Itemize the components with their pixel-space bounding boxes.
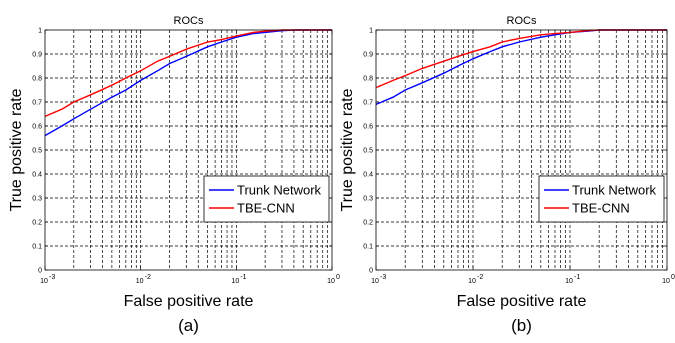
y-tick-label: 0.8: [363, 76, 373, 83]
x-axis-label: False positive rate: [124, 293, 254, 310]
y-tick-label: 1: [369, 28, 373, 35]
x-tick-label-exponent: 0: [336, 274, 340, 281]
y-tick-label: 0: [369, 268, 373, 275]
x-tick-label: 10: [40, 278, 48, 285]
y-tick-label: 0.6: [363, 124, 373, 131]
x-tick-label-exponent: -3: [49, 274, 55, 281]
x-tick-label: 10: [327, 278, 335, 285]
y-tick-label: 1: [38, 28, 42, 35]
panel-caption: (a): [178, 316, 199, 335]
y-tick-label: 0.2: [363, 220, 373, 227]
y-tick-label: 0.3: [32, 196, 42, 203]
y-tick-label: 0.8: [32, 76, 42, 83]
y-tick-label: 0.4: [363, 172, 373, 179]
x-tick-label-exponent: -1: [574, 274, 580, 281]
chart-title: ROCs: [507, 15, 537, 27]
y-tick-label: 0.7: [363, 100, 373, 107]
panel-caption: (b): [511, 316, 532, 335]
series-line-trunk-network: [44, 29, 332, 137]
chart-title: ROCs: [174, 15, 204, 27]
y-tick-label: 0.5: [363, 148, 373, 155]
y-tick-label: 0.3: [363, 196, 373, 203]
y-tick-label: 0.6: [32, 124, 42, 131]
y-tick-label: 0.2: [32, 220, 42, 227]
legend-entry: TBE-CNN: [572, 201, 630, 216]
y-tick-label: 0.9: [363, 52, 373, 59]
x-tick-label-exponent: -1: [240, 274, 246, 281]
legend-entry: Trunk Network: [237, 183, 322, 198]
legend-entry: Trunk Network: [572, 183, 657, 198]
x-tick-label: 10: [371, 278, 379, 285]
x-axis-label: False positive rate: [457, 293, 587, 310]
y-tick-label: 0.1: [32, 244, 42, 251]
x-tick-label-exponent: 0: [671, 274, 675, 281]
y-tick-label: 0.9: [32, 52, 42, 59]
legend: Trunk Network TBE-CNN: [538, 175, 665, 223]
x-tick-label-exponent: -2: [145, 274, 151, 281]
legend-box: [538, 175, 665, 223]
chart-panel-1: 00.10.20.30.40.50.60.70.80.9110-310-210-…: [8, 15, 340, 335]
grid: [376, 30, 667, 270]
x-tick-label-exponent: -2: [477, 274, 483, 281]
x-tick-label-exponent: -3: [380, 274, 386, 281]
legend: Trunk Network TBE-CNN: [203, 175, 330, 223]
y-tick-label: 0.1: [363, 244, 373, 251]
legend-entry: TBE-CNN: [237, 201, 295, 216]
x-tick-label: 10: [565, 278, 573, 285]
y-tick-label: 0.4: [32, 172, 42, 179]
y-tick-label: 0.7: [32, 100, 42, 107]
chart-panel-2: 00.10.20.30.40.50.60.70.80.9110-310-210-…: [339, 15, 675, 335]
y-axis-label: True positive rate: [339, 88, 356, 211]
y-axis-label: True positive rate: [8, 88, 25, 211]
legend-box: [203, 175, 330, 223]
x-tick-label: 10: [468, 278, 476, 285]
y-tick-label: 0.5: [32, 148, 42, 155]
x-tick-label: 10: [136, 278, 144, 285]
x-tick-label: 10: [662, 278, 670, 285]
plot-area: [45, 30, 332, 270]
grid: [45, 30, 332, 270]
x-tick-label: 10: [231, 278, 239, 285]
y-tick-label: 0: [38, 268, 42, 275]
